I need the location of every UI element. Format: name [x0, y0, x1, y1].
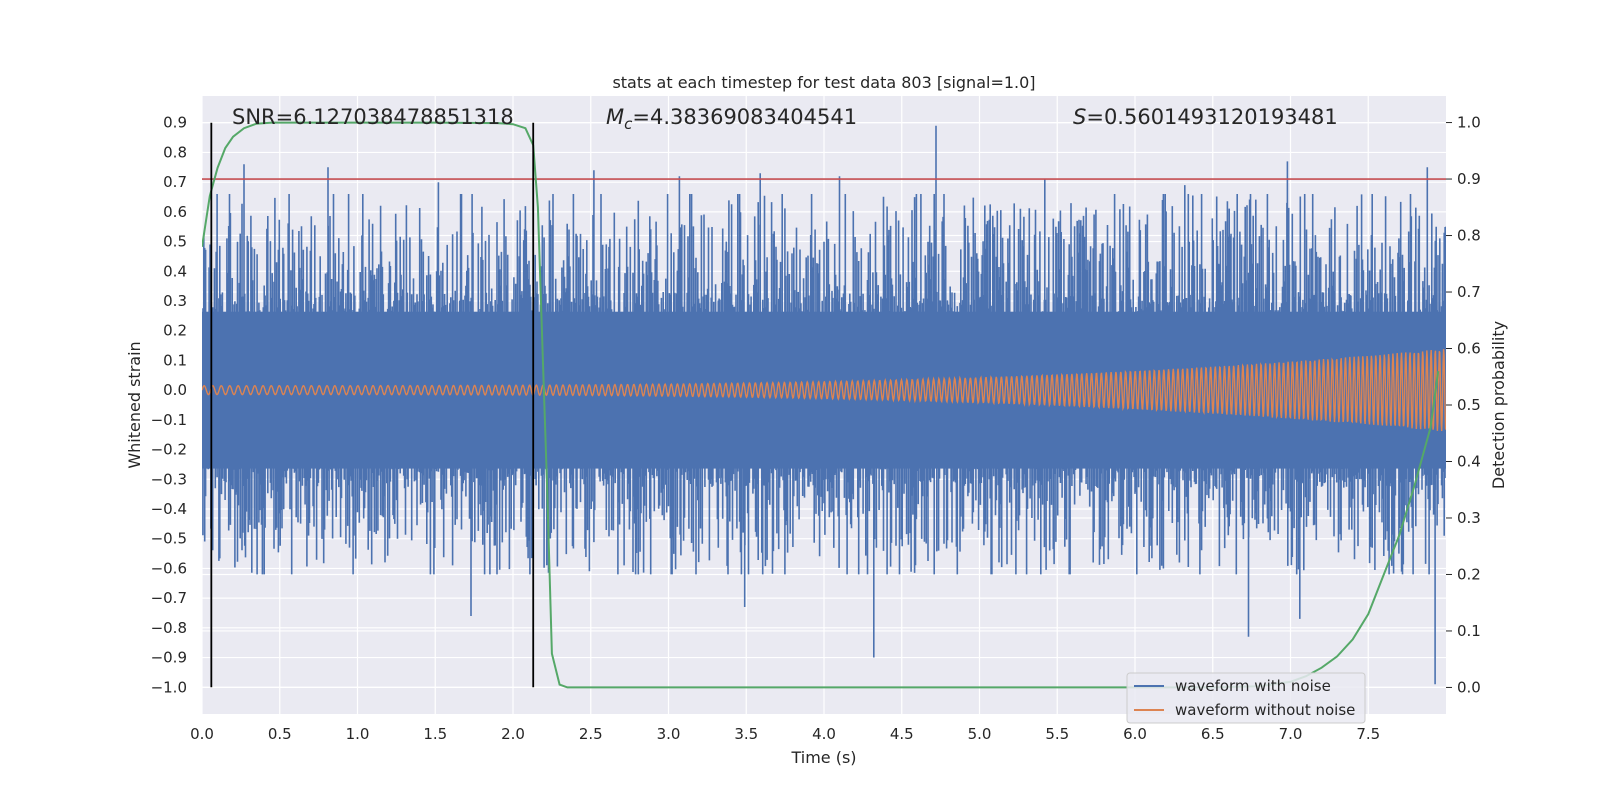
s-annotation: S=0.5601493120193481 — [1073, 105, 1338, 129]
legend-label-waveform-with-noise: waveform with noise — [1175, 677, 1331, 695]
chart-title: stats at each timestep for test data 803… — [612, 73, 1035, 92]
s-value: =0.5601493120193481 — [1086, 105, 1337, 129]
x-axis-ticks: 0.0 0.5 1.0 1.5 2.0 2.5 3.0 3.5 4.0 4.5 5.0 5.5 6.0 6… — [190, 725, 1380, 743]
x-tick-label-7: 3.5 — [734, 725, 758, 743]
y-right-tick-label-1: 0.9 — [1457, 170, 1481, 188]
y-tick-label-5: 0.4 — [163, 262, 187, 280]
y-right-tick-label-7: 0.3 — [1457, 509, 1481, 527]
y-axis-label: Whitened strain — [125, 341, 144, 468]
x-tick-label-12: 6.0 — [1123, 725, 1147, 743]
y-right-tick-label-9: 0.1 — [1457, 622, 1481, 640]
y-right-tick-label-8: 0.2 — [1457, 565, 1481, 583]
y-tick-label-10: −0.1 — [151, 411, 187, 429]
y-tick-label-6: 0.3 — [163, 292, 187, 310]
plot-area — [202, 121, 1446, 689]
y-tick-label-4: 0.5 — [163, 233, 187, 251]
y-tick-label-13: −0.4 — [151, 500, 187, 518]
y-right-tick-label-0: 1.0 — [1457, 114, 1481, 132]
series-detection-probability — [202, 121, 1440, 689]
x-tick-label-4: 2.0 — [501, 725, 525, 743]
y-tick-label-14: −0.5 — [151, 530, 187, 548]
y-tick-label-19: −1.0 — [151, 678, 187, 696]
y-tick-label-9: 0.0 — [163, 381, 187, 399]
x-tick-label-6: 3.0 — [657, 725, 681, 743]
y-right-tick-label-4: 0.6 — [1457, 340, 1481, 358]
y-right-axis-ticks: 1.0 0.9 0.8 0.7 0.6 0.5 0.4 0.3 0.2 0.1 0.0 — [1446, 114, 1481, 696]
snr-annotation: SNR=6.127038478851318 — [232, 105, 514, 129]
x-tick-label-0: 0.0 — [190, 725, 214, 743]
y-tick-label-11: −0.2 — [151, 441, 187, 459]
y-right-tick-label-5: 0.5 — [1457, 396, 1481, 414]
chirp-mass-subscript: c — [624, 115, 633, 133]
y-tick-label-2: 0.7 — [163, 173, 187, 191]
x-tick-label-5: 2.5 — [579, 725, 603, 743]
x-axis-label: Time (s) — [790, 748, 856, 767]
x-tick-label-3: 1.5 — [423, 725, 447, 743]
chirp-mass-symbol: M — [606, 105, 624, 129]
x-tick-label-15: 7.5 — [1356, 725, 1380, 743]
x-tick-label-11: 5.5 — [1045, 725, 1069, 743]
x-tick-label-8: 4.0 — [812, 725, 836, 743]
x-tick-label-9: 4.5 — [890, 725, 914, 743]
y-right-tick-label-3: 0.7 — [1457, 283, 1481, 301]
x-tick-label-10: 5.0 — [968, 725, 992, 743]
y-tick-label-17: −0.8 — [151, 619, 187, 637]
y-axis-ticks: 0.9 0.8 0.7 0.6 0.5 0.4 0.3 0.2 0.1 0.0 −0.1 −0.2 −0… — [151, 114, 187, 697]
x-tick-label-2: 1.0 — [346, 725, 370, 743]
y-tick-label-0: 0.9 — [163, 114, 187, 132]
y-tick-label-12: −0.3 — [151, 470, 187, 488]
y-right-tick-label-6: 0.4 — [1457, 452, 1481, 470]
series-waveform-without-noise — [202, 349, 1446, 432]
x-tick-label-14: 7.0 — [1279, 725, 1303, 743]
y-tick-label-18: −0.9 — [151, 649, 187, 667]
y-tick-label-7: 0.2 — [163, 322, 187, 340]
y-tick-label-15: −0.6 — [151, 559, 187, 577]
series-waveform-with-noise-core — [202, 311, 1446, 469]
y-right-tick-label-10: 0.0 — [1457, 678, 1481, 696]
legend-box — [1126, 672, 1366, 724]
chirp-mass-value: =4.38369083404541 — [632, 105, 857, 129]
y-tick-label-8: 0.1 — [163, 351, 187, 369]
x-tick-label-1: 0.5 — [268, 725, 292, 743]
legend-label-waveform-without-noise: waveform without noise — [1175, 701, 1355, 719]
y-right-tick-label-2: 0.8 — [1457, 227, 1481, 245]
y-tick-label-1: 0.8 — [163, 143, 187, 161]
s-symbol: S — [1073, 105, 1086, 129]
legend: waveform with noise waveform without noi… — [1126, 672, 1366, 724]
chirp-mass-annotation: Mc=4.38369083404541 — [606, 105, 857, 133]
y-tick-label-16: −0.7 — [151, 589, 187, 607]
y-right-axis-label: Detection probability — [1489, 321, 1508, 489]
x-tick-label-13: 6.5 — [1201, 725, 1225, 743]
y-tick-label-3: 0.6 — [163, 203, 187, 221]
